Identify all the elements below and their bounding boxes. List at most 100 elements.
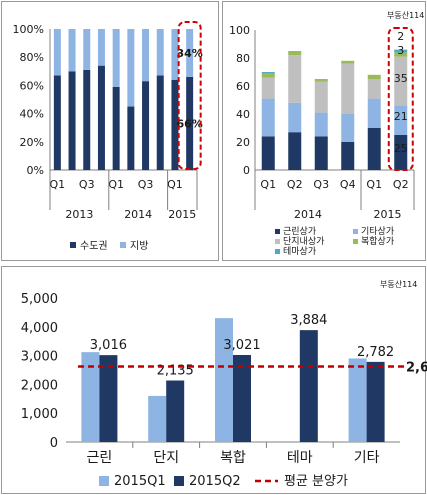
average-label: 2,621: [406, 361, 427, 376]
year-label: 2015: [374, 208, 402, 221]
legend-swatch: [120, 242, 126, 248]
bar-segment: [261, 72, 275, 74]
logo: 부동산114: [380, 279, 417, 289]
legend-swatch: [275, 229, 280, 234]
x-tick-label: 기타: [354, 450, 380, 466]
x-tick-label: 테마: [287, 450, 313, 466]
logo-text: 부동산114: [380, 279, 417, 289]
year-label: 2014: [294, 208, 322, 221]
bar-regional: [171, 29, 179, 80]
bar-regional: [97, 29, 105, 66]
data-label: 21: [394, 110, 408, 123]
bar-capital: [127, 106, 135, 170]
year-label: 2013: [65, 208, 93, 221]
bar-segment: [341, 63, 355, 114]
bar-segment: [367, 128, 381, 170]
x-tick-label: Q1: [260, 178, 276, 191]
y-tick-label: 5,000: [21, 292, 58, 307]
data-label: 2: [397, 30, 404, 43]
bar-capital: [156, 75, 164, 170]
price-by-type-chart: 0 1,000 2,000 3,000 4,000 5,000 근린 3,016 단지 2,135…: [21, 279, 427, 489]
data-label-capital: 66%: [176, 117, 202, 130]
bar-capital: [171, 79, 179, 170]
bar-2015Q1: [348, 358, 367, 442]
bar-regional: [142, 29, 150, 82]
bar-segment: [261, 136, 275, 170]
year-label: 2015: [168, 208, 196, 221]
bar-capital: [83, 69, 91, 170]
bar-segment: [288, 132, 302, 170]
x-tick-label: Q1: [50, 178, 66, 191]
highlight-box: [177, 21, 202, 170]
data-label: 3: [397, 44, 404, 57]
legend-label: 테마상가: [283, 246, 316, 257]
bar-segment: [394, 52, 408, 57]
data-label: 2,135: [157, 364, 194, 379]
logo: 부동산114: [387, 10, 424, 20]
logo-text: 부동산114: [387, 10, 424, 20]
bar-regional: [68, 29, 76, 72]
y-tick-label: 60: [236, 80, 250, 93]
bar-2015Q2: [233, 354, 251, 442]
y-tick-label: 0: [50, 436, 58, 451]
y-tick-label: 20%: [20, 136, 44, 149]
bar-2015Q2: [299, 330, 318, 442]
legend-swatch: [353, 239, 358, 244]
bar-capital: [112, 86, 120, 170]
legend-label: 복합상가: [361, 236, 394, 247]
data-label: 3,016: [90, 338, 127, 353]
region-share-chart: 0% 20% 40% 60% 80% 100% Q1 Q3 Q1 Q3 Q1 2013 2014 2015…: [13, 21, 203, 252]
bar-segment: [341, 60, 355, 64]
chart-type-share-panel: 0 20 40 60 80 100 Q1 Q2 Q3 Q4 Q1 Q2 2014 2015 2 3 35 21 25…: [222, 1, 426, 261]
x-tick-label: 단지: [153, 450, 179, 466]
x-tick-label: Q2: [287, 178, 303, 191]
bar-capital: [53, 75, 61, 170]
bar-segment: [394, 105, 408, 135]
legend-swatch: [275, 239, 280, 244]
y-tick-label: 80%: [20, 51, 44, 64]
legend-label: 기타상가: [361, 226, 394, 237]
data-label: 25: [394, 142, 408, 155]
bar-capital: [97, 65, 105, 170]
y-tick-label: 0%: [27, 164, 44, 177]
legend-swatch: [353, 229, 358, 234]
data-label: 2,782: [357, 345, 394, 360]
chart-region-share-panel: 0% 20% 40% 60% 80% 100% Q1 Q3 Q1 Q3 Q1 2013 2014 2015…: [1, 1, 219, 261]
year-label: 2014: [124, 208, 152, 221]
bar-regional: [53, 29, 61, 76]
bar-segment: [288, 55, 302, 103]
y-tick-label: 20: [236, 136, 250, 149]
legend-label: 수도권: [80, 240, 108, 252]
bar-segment: [341, 142, 355, 170]
bar-segment: [367, 98, 381, 128]
x-tick-label: Q4: [340, 178, 356, 191]
bar-segment: [261, 73, 275, 78]
x-tick-label: Q3: [313, 178, 329, 191]
x-tick-label: 복합: [220, 450, 246, 466]
legend-swatch: [174, 476, 184, 486]
bar-capital: [68, 71, 76, 170]
x-tick-label: Q3: [138, 178, 154, 191]
bar-2015Q2: [166, 380, 185, 442]
x-tick-label: 근린: [87, 450, 113, 466]
bar-segment: [261, 77, 275, 99]
legend-label: 근린상가: [283, 226, 316, 237]
bar-segment: [314, 112, 328, 137]
y-tick-label: 40: [236, 108, 250, 121]
x-tick-label: Q1: [366, 178, 382, 191]
bar-segment: [314, 79, 328, 82]
bar-segment: [261, 98, 275, 137]
bar-segment: [394, 49, 408, 53]
data-label: 35: [394, 72, 408, 85]
y-tick-label: 100: [229, 24, 250, 37]
bar-regional: [156, 29, 164, 76]
bar-segment: [367, 74, 381, 79]
bar-regional: [83, 29, 91, 70]
legend-label: 2015Q2: [189, 474, 241, 489]
bar-segment: [367, 79, 381, 99]
legend-swatch: [99, 476, 109, 486]
type-share-chart: 0 20 40 60 80 100 Q1 Q2 Q3 Q4 Q1 Q2 2014 2015 23 35 21 25…: [229, 10, 424, 257]
x-tick-label: Q2: [393, 178, 409, 191]
bar-segment: [288, 51, 302, 56]
bar-regional: [112, 29, 120, 87]
